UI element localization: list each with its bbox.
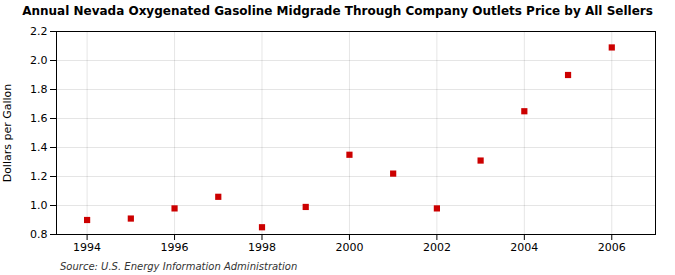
svg-text:2.0: 2.0: [30, 54, 48, 67]
html-text:Source: U.S. Energy Informatio: Source: U.S. Energy Information Administ…: [60, 261, 298, 272]
svg-text:Dollars per Gallon: Dollars per Gallon: [1, 84, 14, 183]
svg-text:1998: 1998: [248, 241, 276, 254]
svg-text:0.8: 0.8: [30, 228, 48, 241]
html-text:Annual Nevada Oxygenated Gasol: Annual Nevada Oxygenated Gasoline Midgra…: [22, 4, 653, 18]
svg-text:1.4: 1.4: [30, 141, 48, 154]
svg-text:1.6: 1.6: [30, 112, 48, 125]
svg-text:1994: 1994: [73, 241, 101, 254]
svg-text:2000: 2000: [335, 241, 363, 254]
svg-text:1996: 1996: [161, 241, 189, 254]
svg-text:1.0: 1.0: [30, 199, 48, 212]
svg-text:1.8: 1.8: [30, 83, 48, 96]
svg-text:1.2: 1.2: [30, 170, 48, 183]
svg-text:2006: 2006: [598, 241, 626, 254]
svg-text:2002: 2002: [423, 241, 451, 254]
svg-text:2004: 2004: [510, 241, 538, 254]
svg-text:2.2: 2.2: [30, 25, 48, 38]
